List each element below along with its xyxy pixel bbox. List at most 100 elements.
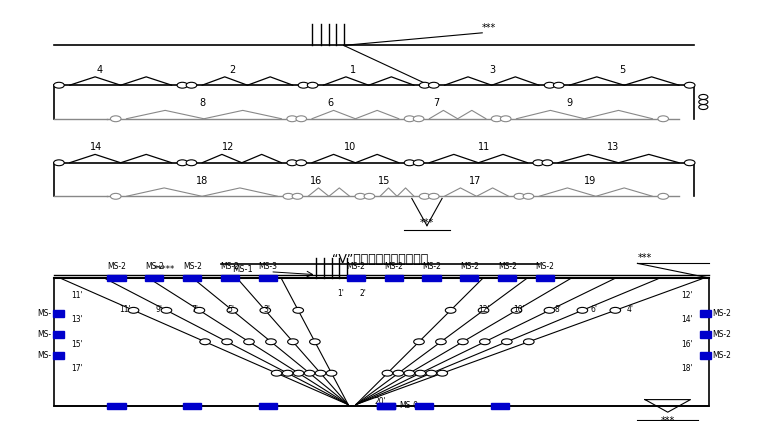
Circle shape — [110, 193, 121, 199]
Circle shape — [177, 160, 188, 166]
Circle shape — [511, 307, 522, 313]
Bar — [699, 331, 711, 338]
Circle shape — [222, 339, 233, 345]
Text: 15': 15' — [71, 340, 83, 349]
Text: 11': 11' — [119, 305, 131, 314]
Circle shape — [177, 82, 188, 88]
Circle shape — [420, 82, 430, 88]
Circle shape — [429, 82, 439, 88]
Text: 18': 18' — [681, 364, 692, 373]
Circle shape — [110, 116, 121, 122]
Circle shape — [523, 193, 534, 199]
Text: 3: 3 — [489, 65, 495, 75]
Circle shape — [298, 82, 309, 88]
Circle shape — [429, 193, 439, 199]
Text: MS-2: MS-2 — [347, 262, 366, 271]
Circle shape — [404, 116, 415, 122]
Circle shape — [393, 370, 404, 376]
Text: 8': 8' — [555, 305, 562, 314]
Circle shape — [364, 193, 375, 199]
Text: MS-2: MS-2 — [712, 351, 731, 360]
Circle shape — [544, 307, 555, 313]
Text: 14: 14 — [90, 142, 102, 152]
Circle shape — [413, 116, 424, 122]
Circle shape — [577, 307, 587, 313]
Text: 7': 7' — [192, 305, 198, 314]
Circle shape — [458, 339, 468, 345]
Circle shape — [415, 370, 426, 376]
Bar — [377, 403, 395, 409]
Circle shape — [382, 370, 393, 376]
Bar — [259, 403, 277, 409]
Circle shape — [292, 193, 302, 199]
Text: 12: 12 — [223, 142, 235, 152]
Bar — [461, 275, 479, 281]
Text: “V”型起爆网络布置示意图: “V”型起爆网络布置示意图 — [332, 253, 428, 266]
Text: 13': 13' — [71, 315, 83, 324]
Text: 5': 5' — [227, 305, 235, 314]
Text: 11': 11' — [71, 291, 83, 300]
Circle shape — [355, 193, 366, 199]
Text: 11: 11 — [478, 142, 491, 152]
Text: ***: *** — [420, 218, 434, 228]
Text: 7: 7 — [434, 98, 440, 108]
Circle shape — [194, 307, 204, 313]
Text: 8: 8 — [199, 98, 205, 108]
Text: 5: 5 — [619, 65, 625, 75]
Circle shape — [698, 104, 708, 110]
Text: 2: 2 — [230, 65, 236, 75]
Circle shape — [315, 370, 326, 376]
Text: MS-: MS- — [37, 330, 52, 339]
Circle shape — [544, 82, 555, 88]
Text: 4': 4' — [626, 305, 634, 314]
Circle shape — [293, 307, 303, 313]
Circle shape — [413, 160, 424, 166]
Text: 20': 20' — [374, 397, 386, 406]
Text: MS-2: MS-2 — [107, 262, 126, 271]
Text: 3': 3' — [264, 305, 271, 314]
Circle shape — [502, 339, 512, 345]
Bar — [55, 278, 709, 406]
Text: 10: 10 — [344, 142, 356, 152]
Circle shape — [296, 116, 306, 122]
Bar — [699, 310, 711, 317]
Text: 1': 1' — [337, 289, 344, 298]
Text: 10': 10' — [514, 305, 525, 314]
Circle shape — [478, 307, 489, 313]
Circle shape — [200, 339, 211, 345]
Circle shape — [491, 116, 502, 122]
Text: MS-3: MS-3 — [258, 262, 277, 271]
Circle shape — [420, 193, 430, 199]
Circle shape — [287, 339, 298, 345]
Bar — [53, 331, 65, 338]
Text: MS-: MS- — [37, 309, 52, 318]
Bar — [183, 403, 201, 409]
Circle shape — [54, 82, 65, 88]
Text: *****: ***** — [154, 265, 175, 274]
Circle shape — [186, 82, 197, 88]
Circle shape — [533, 160, 543, 166]
Circle shape — [610, 307, 621, 313]
Text: 4: 4 — [97, 65, 103, 75]
Circle shape — [404, 370, 415, 376]
Circle shape — [161, 307, 172, 313]
Circle shape — [480, 339, 490, 345]
Circle shape — [698, 99, 708, 104]
Circle shape — [283, 193, 293, 199]
Circle shape — [500, 116, 511, 122]
Text: 12': 12' — [478, 305, 489, 314]
Bar — [498, 275, 516, 281]
Circle shape — [426, 370, 436, 376]
Circle shape — [542, 160, 553, 166]
Text: MS-2: MS-2 — [145, 262, 164, 271]
Bar — [536, 275, 554, 281]
Circle shape — [307, 82, 318, 88]
Bar — [259, 275, 277, 281]
Bar — [107, 275, 125, 281]
Text: 17: 17 — [468, 176, 481, 186]
Circle shape — [271, 370, 282, 376]
Text: 1: 1 — [350, 65, 356, 75]
Text: 19: 19 — [584, 176, 597, 186]
Circle shape — [685, 82, 695, 88]
Text: MS-2: MS-2 — [536, 262, 555, 271]
